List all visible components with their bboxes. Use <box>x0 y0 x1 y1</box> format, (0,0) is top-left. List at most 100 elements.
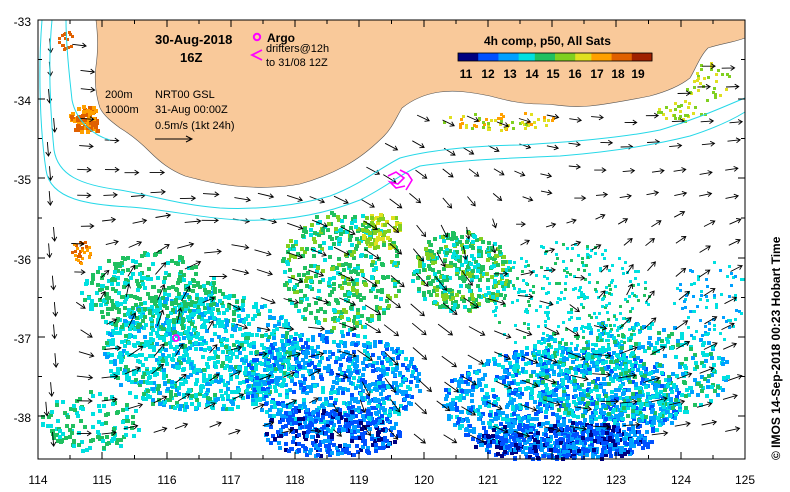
sst-pixel <box>271 434 275 438</box>
sst-pixel <box>241 333 245 337</box>
sst-pixel <box>667 378 671 382</box>
sst-pixel <box>664 378 668 382</box>
sst-pixel <box>128 391 132 395</box>
sst-pixel <box>138 323 142 327</box>
sst-pixel <box>346 369 350 373</box>
sst-pixel <box>312 237 316 241</box>
sst-pixel <box>221 407 225 411</box>
sst-pixel <box>328 355 332 359</box>
sst-pixel <box>328 246 332 250</box>
sst-pixel <box>382 384 386 388</box>
sst-pixel <box>178 275 182 279</box>
sst-pixel <box>88 446 92 450</box>
sst-pixel <box>700 389 704 393</box>
sst-pixel <box>505 279 509 283</box>
sst-pixel <box>451 398 455 402</box>
sst-pixel <box>381 365 385 369</box>
sst-pixel <box>120 358 124 362</box>
sst-pixel <box>145 380 149 384</box>
sst-pixel <box>571 360 575 364</box>
sst-pixel <box>279 366 283 370</box>
sst-pixel <box>636 425 640 429</box>
sst-pixel <box>445 275 449 279</box>
sst-pixel <box>556 420 560 424</box>
sst-pixel <box>574 394 578 398</box>
sst-pixel <box>478 278 482 282</box>
sst-pixel <box>387 304 391 308</box>
sst-pixel <box>606 365 610 369</box>
sst-pixel <box>335 356 339 360</box>
sst-pixel <box>352 256 356 260</box>
sst-pixel <box>655 392 659 396</box>
sst-pixel <box>381 397 385 401</box>
sst-pixel <box>338 444 342 448</box>
sst-pixel <box>356 295 360 299</box>
sst-pixel <box>376 221 380 225</box>
sst-pixel <box>119 302 123 306</box>
sst-pixel <box>633 364 637 368</box>
sst-pixel <box>594 417 598 421</box>
sst-pixel <box>634 361 638 365</box>
sst-pixel <box>347 378 351 382</box>
sst-pixel <box>330 418 334 422</box>
sst-pixel <box>368 231 372 235</box>
sst-pixel <box>442 267 446 271</box>
sst-pixel <box>232 294 236 298</box>
sst-pixel <box>303 377 307 381</box>
sst-pixel <box>378 446 382 450</box>
sst-pixel <box>509 400 513 404</box>
sst-pixel <box>213 332 217 336</box>
sst-pixel <box>502 380 506 384</box>
sst-pixel <box>344 424 348 428</box>
sst-pixel <box>85 448 89 452</box>
sst-pixel <box>98 298 102 302</box>
sst-pixel <box>490 275 494 279</box>
sst-pixel <box>361 378 365 382</box>
sst-pixel <box>195 398 199 402</box>
sst-pixel <box>399 404 403 408</box>
sst-pixel <box>617 326 621 330</box>
sst-pixel <box>318 397 322 401</box>
sst-pixel <box>642 407 646 411</box>
sst-pixel <box>255 350 259 354</box>
sst-pixel <box>173 406 177 410</box>
sst-pixel <box>299 386 303 390</box>
sst-pixel <box>369 242 373 246</box>
sst-pixel <box>162 327 166 331</box>
sst-pixel <box>174 298 178 302</box>
sst-pixel <box>591 452 595 456</box>
sst-pixel <box>427 240 431 244</box>
sst-pixel <box>427 290 431 294</box>
sst-pixel <box>591 355 595 359</box>
sst-pixel <box>266 338 270 342</box>
sst-pixel <box>597 427 601 431</box>
sst-pixel <box>318 280 322 284</box>
sst-pixel <box>631 425 635 429</box>
sst-pixel <box>602 404 606 408</box>
sst-pixel <box>340 315 344 319</box>
sst-pixel <box>442 239 446 243</box>
sst-pixel <box>49 424 53 428</box>
sst-pixel <box>297 309 301 313</box>
sst-pixel <box>457 290 461 294</box>
sst-pixel <box>453 378 457 382</box>
sst-pixel <box>557 373 561 377</box>
sst-pixel <box>309 233 313 237</box>
sst-pixel <box>289 239 293 243</box>
sst-pixel <box>343 341 347 345</box>
sst-pixel <box>270 405 274 409</box>
sst-pixel <box>609 360 613 364</box>
sst-pixel <box>375 305 379 309</box>
sst-pixel <box>431 279 435 283</box>
sst-pixel <box>124 323 128 327</box>
sst-pixel <box>611 401 615 405</box>
sst-pixel <box>230 390 234 394</box>
sst-pixel <box>229 356 233 360</box>
sst-pixel <box>307 363 311 367</box>
sst-pixel <box>324 431 328 435</box>
sst-pixel <box>123 368 127 372</box>
sst-pixel <box>121 420 125 424</box>
sst-pixel <box>179 332 183 336</box>
sst-pixel <box>711 368 715 372</box>
sst-pixel <box>467 231 471 235</box>
